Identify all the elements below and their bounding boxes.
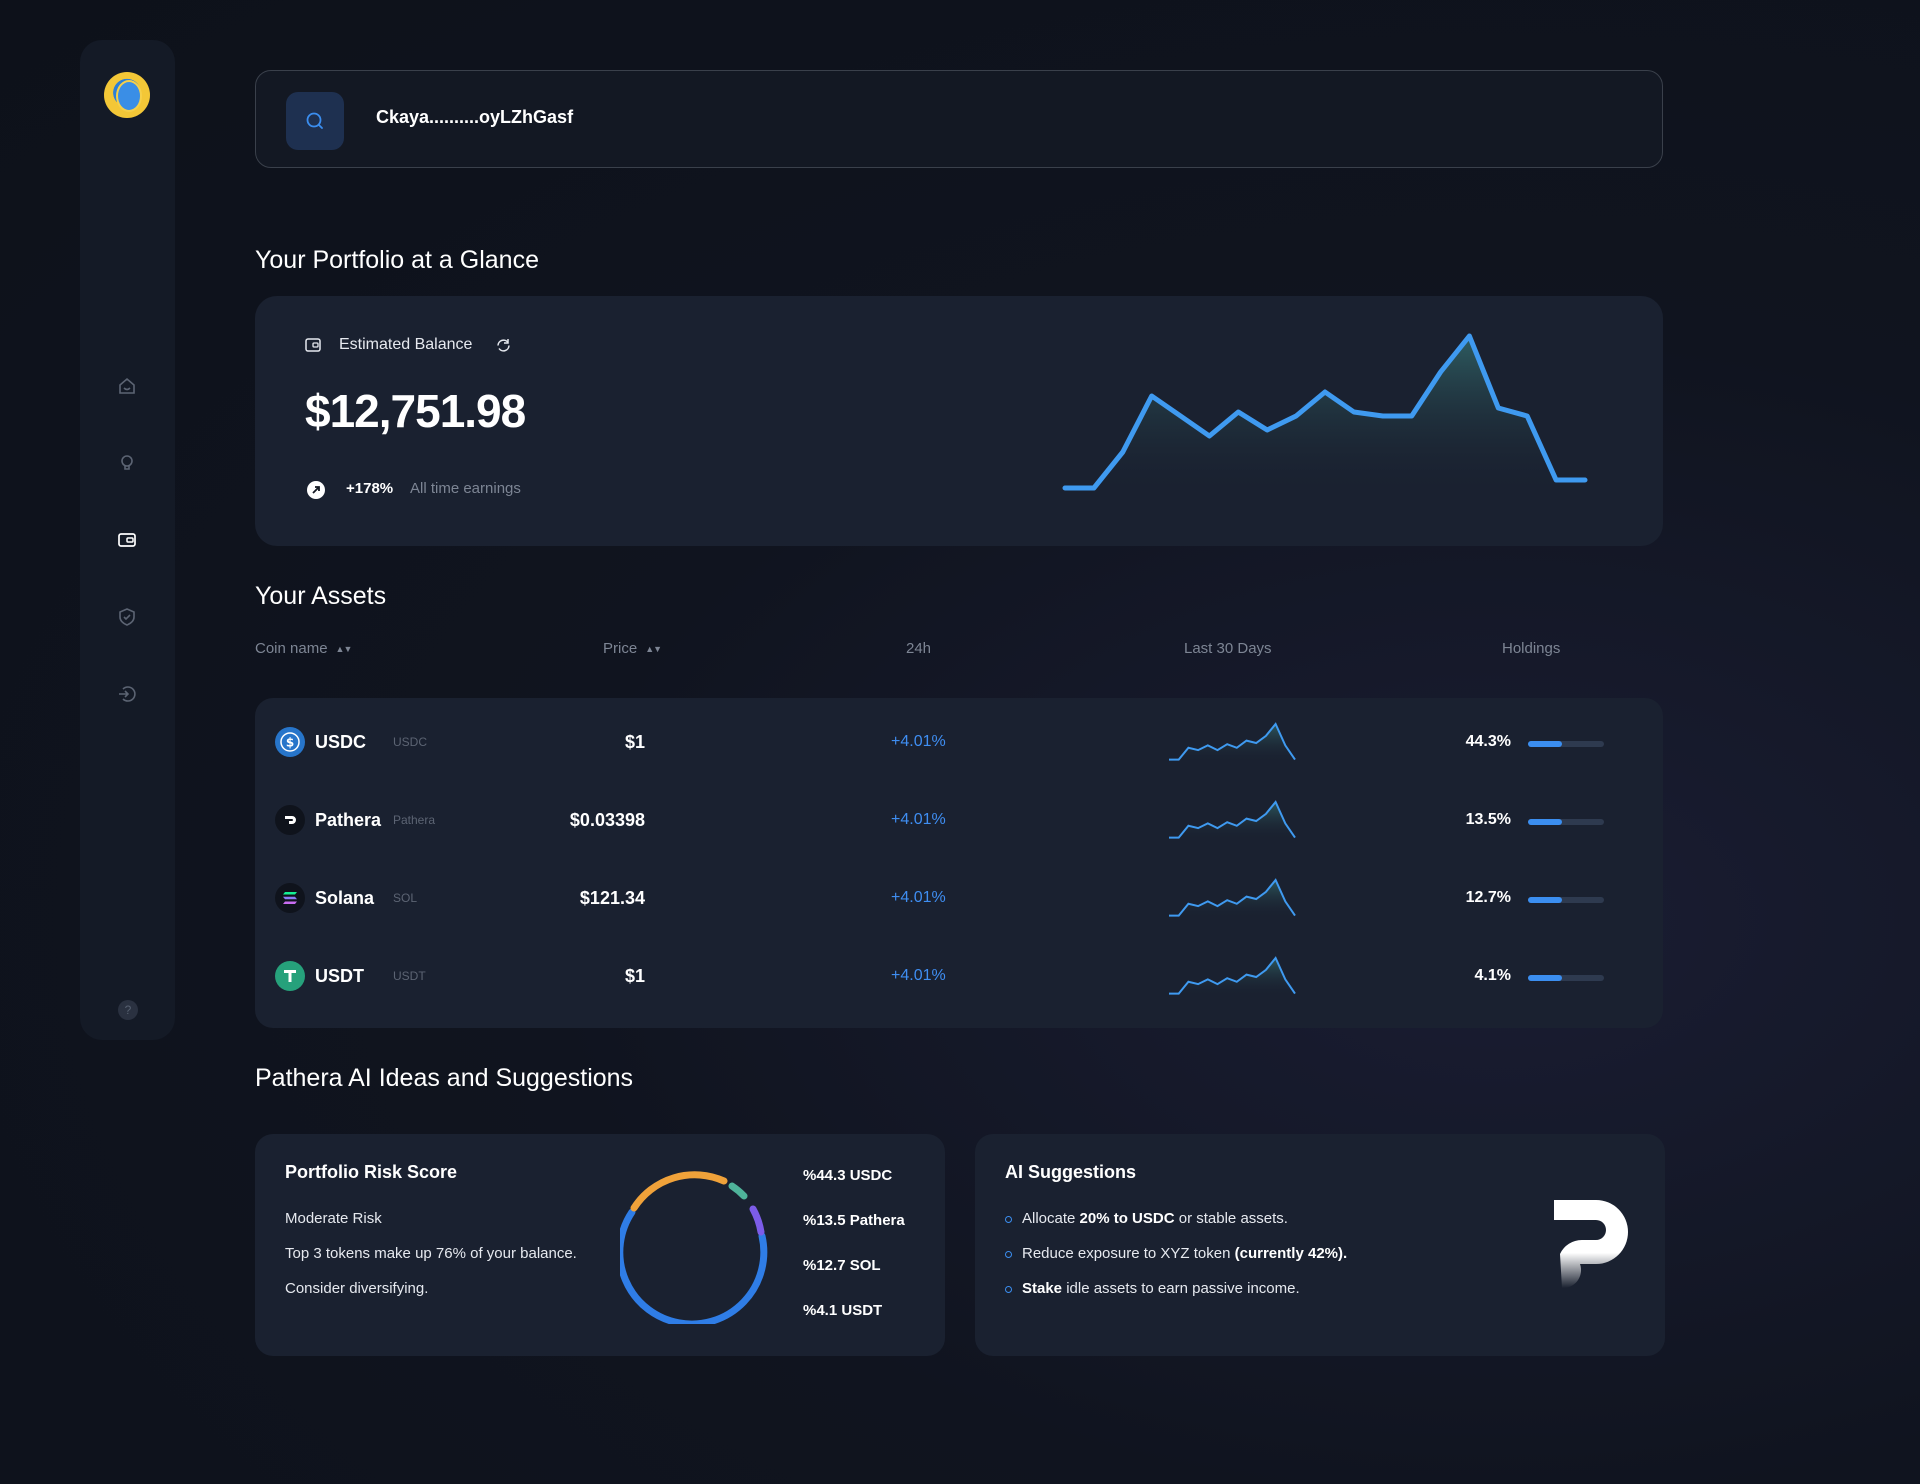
risk-donut-chart (620, 1171, 768, 1324)
sparkline (1169, 956, 1296, 996)
search-button[interactable] (286, 92, 344, 150)
header-24h: 24h (906, 640, 932, 657)
avatar[interactable] (104, 72, 150, 118)
assets-table: $ USDC USDC $1 +4.01% 44.3% Pathera Path… (255, 698, 1663, 1028)
home-icon[interactable] (117, 376, 137, 396)
earnings-percent: +178% (346, 480, 394, 497)
sparkline-area (1169, 880, 1295, 918)
sparkline (1169, 878, 1296, 918)
suggestion-item[interactable]: Allocate 20% to USDC or stable assets. (1005, 1210, 1288, 1227)
arrow-up-right-icon (307, 481, 325, 499)
balance-value: $12,751.98 (305, 385, 526, 437)
sparkline-line (1169, 956, 1296, 995)
balance-label: Estimated Balance (339, 336, 473, 353)
usdc-icon: $ (275, 727, 305, 757)
sparkline-area (1169, 724, 1295, 762)
logout-icon[interactable] (117, 684, 137, 704)
sparkline-line (1169, 800, 1296, 839)
ai-section-title: Pathera AI Ideas and Suggestions (255, 1064, 634, 1092)
search-icon (306, 112, 323, 129)
solana-icon (275, 883, 305, 913)
holdings-bar (1528, 741, 1604, 747)
table-row[interactable]: $ USDC USDC $1 +4.01% 44.3% (255, 702, 1663, 780)
assets-title: Your Assets (255, 582, 387, 610)
sparkline-area (1169, 802, 1295, 840)
risk-score-card: Portfolio Risk Score Moderate Risk Top 3… (255, 1134, 945, 1356)
help-icon[interactable]: ? (118, 1000, 138, 1020)
sort-icon: ▲▼ (335, 644, 353, 655)
sparkline-line (1169, 878, 1296, 917)
pathera-icon (275, 805, 305, 835)
sparkline-line (1169, 722, 1296, 761)
sparkline (1169, 800, 1296, 840)
usdt-icon (275, 961, 305, 991)
holdings-bar (1528, 897, 1604, 903)
sparkline-area (1169, 958, 1295, 996)
svg-text:$: $ (286, 736, 294, 750)
sidebar: ? (80, 40, 175, 1040)
header-last-30-days: Last 30 Days (1184, 640, 1272, 657)
wallet-search-bar[interactable]: Ckaya..........oyLZhGasf (255, 70, 1663, 168)
sparkline (1169, 722, 1296, 762)
refresh-icon[interactable] (495, 337, 512, 354)
table-row[interactable]: Pathera Pathera $0.03398 +4.01% 13.5% (255, 780, 1663, 858)
holdings-bar (1528, 975, 1604, 981)
table-row[interactable]: Solana SOL $121.34 +4.01% 12.7% (255, 858, 1663, 936)
holdings-bar (1528, 819, 1604, 825)
header-price[interactable]: Price ▲▼ (603, 640, 662, 657)
pathera-logo (1554, 1200, 1628, 1289)
bulb-icon[interactable] (117, 453, 137, 473)
header-holdings: Holdings (1502, 640, 1561, 657)
ai-suggestions-card: AI Suggestions Allocate 20% to USDC or s… (975, 1134, 1665, 1356)
table-row[interactable]: USDT USDT $1 +4.01% 4.1% (255, 936, 1663, 1014)
suggestion-item[interactable]: Stake idle assets to earn passive income… (1005, 1280, 1300, 1297)
search-value[interactable]: Ckaya..........oyLZhGasf (376, 107, 574, 127)
suggestion-item[interactable]: Reduce exposure to XYZ token (currently … (1005, 1245, 1347, 1262)
shield-icon[interactable] (117, 607, 137, 627)
sort-icon: ▲▼ (645, 644, 662, 655)
portfolio-title: Your Portfolio at a Glance (255, 246, 539, 274)
wallet-icon[interactable] (117, 530, 137, 550)
balance-trend-chart (1062, 333, 1588, 496)
header-coin-name[interactable]: Coin name ▲▼ (255, 640, 353, 657)
portfolio-card: Estimated Balance $12,751.98 +178% All t… (255, 296, 1663, 546)
wallet-small-icon (305, 338, 321, 352)
earnings-label: All time earnings (410, 480, 521, 497)
